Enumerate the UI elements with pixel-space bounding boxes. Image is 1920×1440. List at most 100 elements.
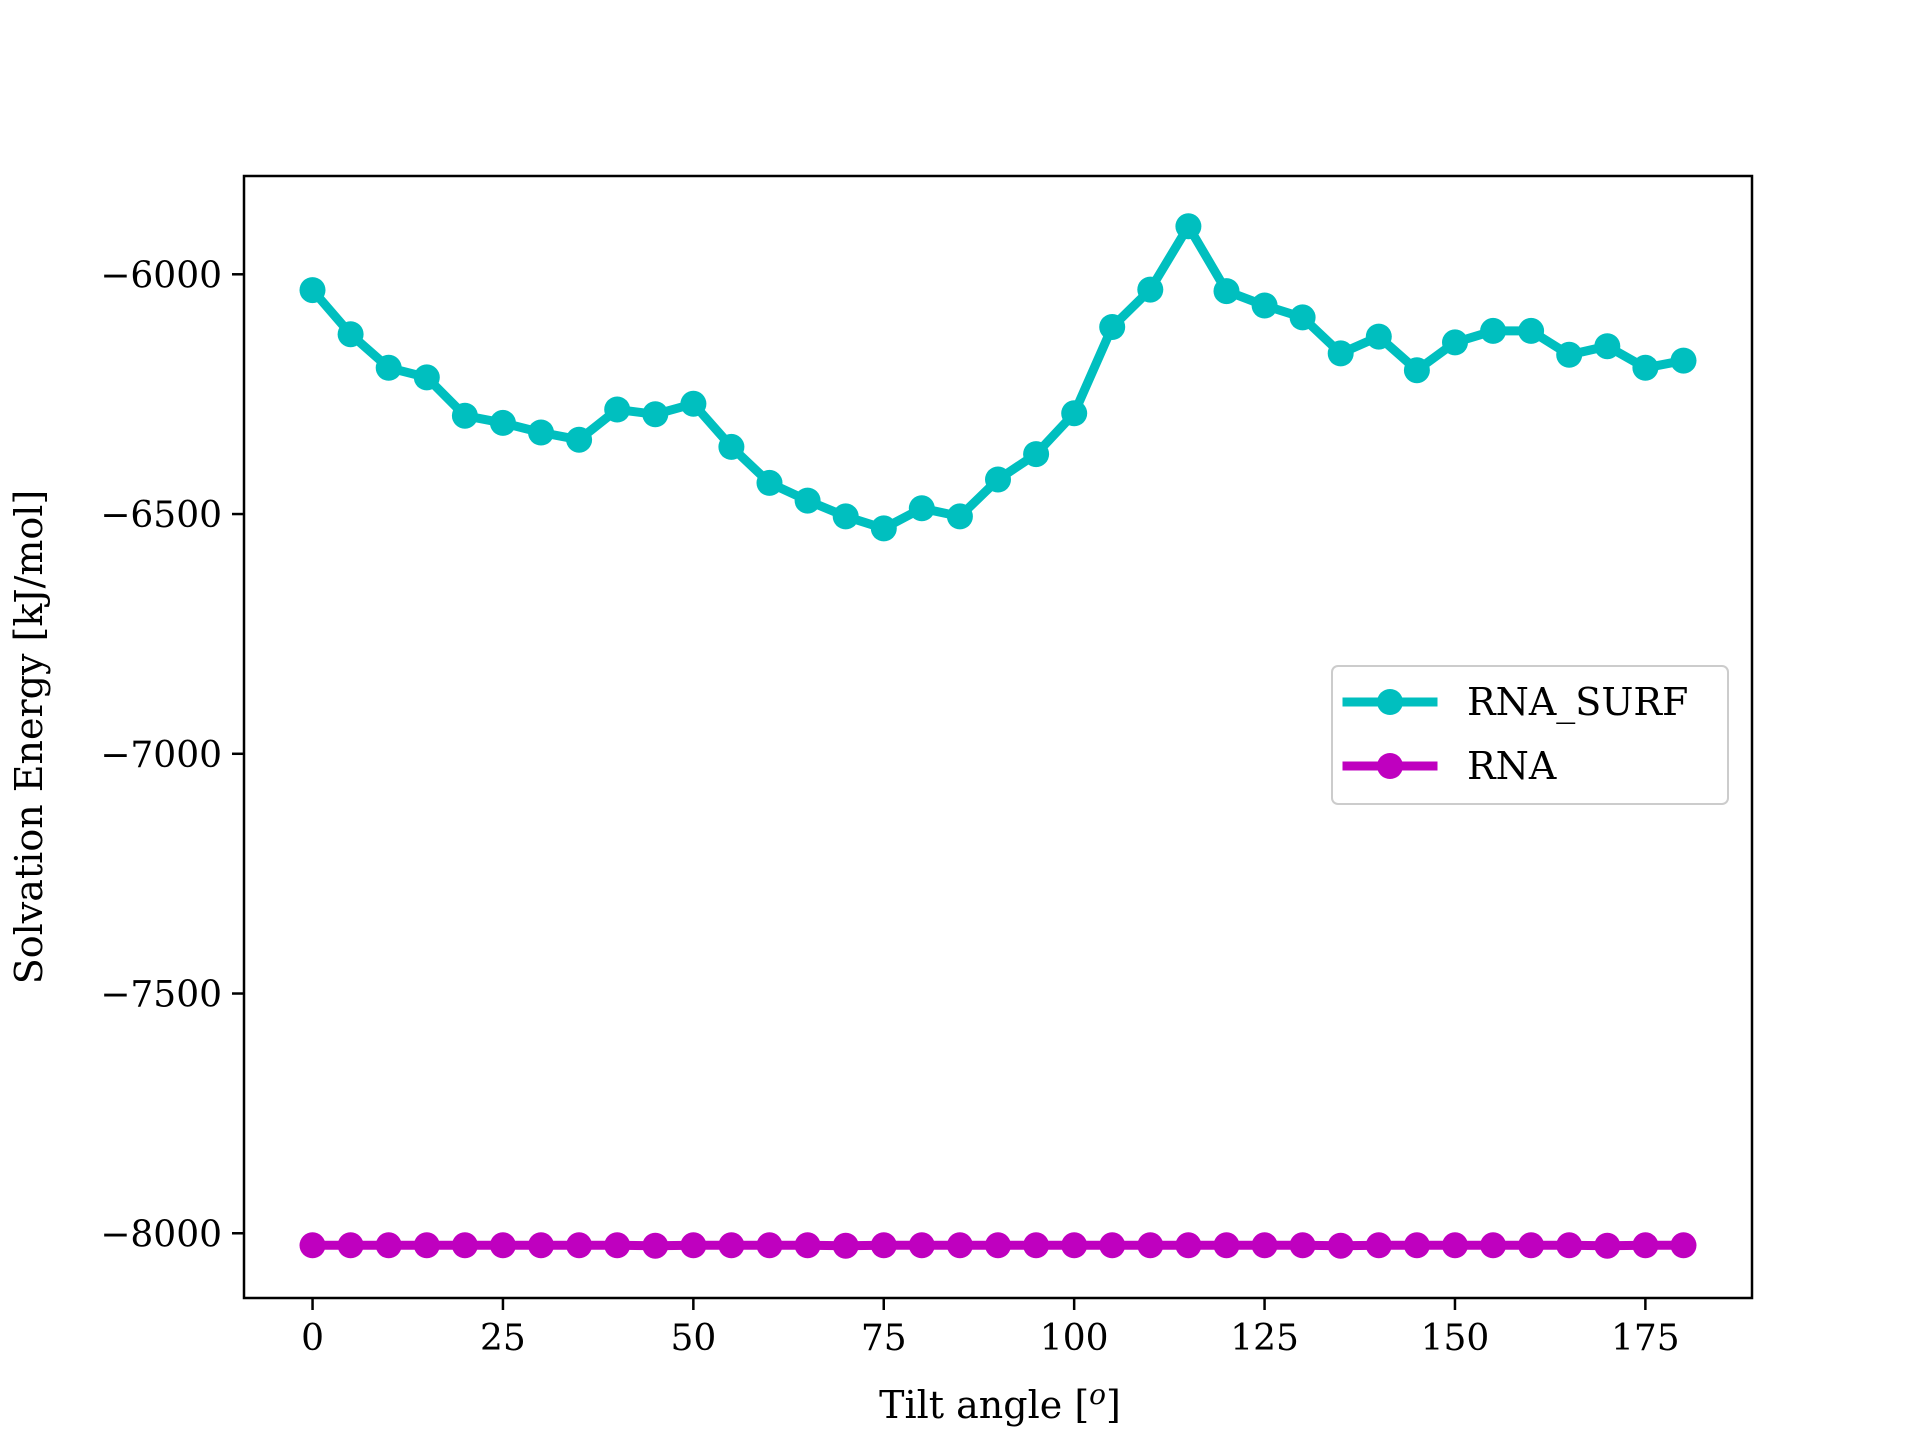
- data-point: [1594, 333, 1621, 360]
- data-point: [299, 277, 326, 304]
- y-tick-label: −7500: [100, 975, 222, 1016]
- data-point: [946, 1232, 973, 1259]
- legend: RNA_SURF RNA: [1331, 665, 1729, 805]
- x-axis-label-main: Tilt angle [: [879, 1383, 1089, 1427]
- data-point: [1213, 278, 1240, 305]
- x-tick-label: 150: [1421, 1318, 1490, 1359]
- data-point: [718, 433, 745, 460]
- legend-item-rna: RNA: [1342, 744, 1557, 788]
- data-point: [1289, 1232, 1316, 1259]
- data-point: [1327, 340, 1354, 367]
- data-point: [604, 396, 631, 423]
- x-axis-label-superscript: o: [1089, 1378, 1106, 1411]
- legend-label: RNA_SURF: [1467, 680, 1688, 725]
- legend-item-rna-surf: RNA_SURF: [1342, 680, 1688, 725]
- x-tick-label: 25: [480, 1318, 526, 1359]
- data-point: [1518, 1232, 1545, 1259]
- data-point: [756, 469, 783, 496]
- data-point: [642, 401, 669, 428]
- y-tick-label: −7000: [100, 735, 222, 776]
- y-tick-label: −6000: [100, 255, 222, 296]
- data-point: [946, 503, 973, 530]
- x-tick-label: 100: [1040, 1318, 1109, 1359]
- data-point: [1480, 1232, 1507, 1259]
- data-point: [1327, 1232, 1354, 1259]
- data-point: [756, 1232, 783, 1259]
- series-layer: [299, 213, 1697, 1259]
- x-tick-label: 175: [1611, 1318, 1680, 1359]
- data-point: [794, 487, 821, 514]
- data-point: [528, 419, 554, 446]
- data-point: [375, 1232, 402, 1259]
- data-point: [1442, 1232, 1468, 1259]
- y-tick-label: −8000: [100, 1214, 222, 1255]
- data-point: [680, 390, 707, 417]
- data-point: [413, 364, 440, 391]
- data-point: [1442, 329, 1468, 356]
- x-tick-label: 50: [670, 1318, 716, 1359]
- data-point: [870, 515, 897, 542]
- data-point: [1403, 1232, 1430, 1259]
- data-point: [832, 1232, 859, 1259]
- data-point: [413, 1232, 440, 1259]
- data-point: [680, 1232, 707, 1259]
- x-tick-label: 75: [861, 1318, 907, 1359]
- data-point: [528, 1232, 554, 1259]
- x-tick-label: 125: [1230, 1318, 1299, 1359]
- data-point: [1137, 276, 1164, 303]
- data-point: [832, 503, 859, 530]
- data-point: [1632, 354, 1659, 381]
- data-point: [1023, 441, 1050, 468]
- data-point: [1670, 347, 1697, 374]
- data-point: [1023, 1232, 1050, 1259]
- data-point: [604, 1232, 631, 1259]
- data-point: [1403, 357, 1430, 384]
- data-point: [870, 1232, 897, 1259]
- data-point: [1556, 341, 1583, 368]
- legend-swatch-marker: [1377, 689, 1403, 715]
- y-axis-label: Solvation Energy [kJ/mol]: [7, 490, 51, 985]
- data-point: [985, 1232, 1011, 1259]
- data-point: [1213, 1232, 1240, 1259]
- data-point: [1594, 1232, 1621, 1259]
- data-point: [794, 1232, 821, 1259]
- data-point: [1518, 317, 1545, 344]
- y-tick-label: −6500: [100, 495, 222, 536]
- data-point: [908, 495, 935, 522]
- data-point: [1251, 1232, 1278, 1259]
- data-point: [1556, 1232, 1583, 1259]
- data-point: [1137, 1232, 1164, 1259]
- data-point: [1365, 323, 1392, 350]
- data-point: [1099, 1232, 1126, 1259]
- x-axis-label-end: ]: [1106, 1383, 1121, 1427]
- data-point: [1365, 1232, 1392, 1259]
- data-point: [985, 466, 1011, 493]
- series-rna-surf: [299, 213, 1697, 542]
- data-point: [718, 1232, 745, 1259]
- data-point: [1289, 304, 1316, 331]
- data-point: [1632, 1232, 1659, 1259]
- plot-frame: [242, 174, 1754, 1300]
- series-rna: [299, 1232, 1697, 1259]
- data-point: [1480, 317, 1507, 344]
- data-point: [489, 1232, 516, 1259]
- data-point: [908, 1232, 935, 1259]
- x-tick-label: 0: [301, 1318, 324, 1359]
- x-axis-label: Tilt angle [o]: [879, 1378, 1121, 1427]
- data-point: [451, 1232, 478, 1259]
- data-point: [1251, 292, 1278, 319]
- data-point: [375, 354, 402, 381]
- data-point: [337, 1232, 364, 1259]
- data-point: [1670, 1232, 1697, 1259]
- y-axis-ticks: −6000 −6500 −7000 −7500 −8000: [100, 255, 244, 1255]
- data-point: [1061, 1232, 1088, 1259]
- data-point: [1061, 400, 1088, 427]
- x-axis-ticks: 0 25 50 75 100 125 150 175: [301, 1298, 1680, 1359]
- data-point: [299, 1232, 326, 1259]
- data-point: [489, 409, 516, 436]
- data-point: [1175, 213, 1202, 240]
- data-point: [642, 1232, 669, 1259]
- data-point: [1175, 1232, 1202, 1259]
- data-point: [1099, 314, 1126, 340]
